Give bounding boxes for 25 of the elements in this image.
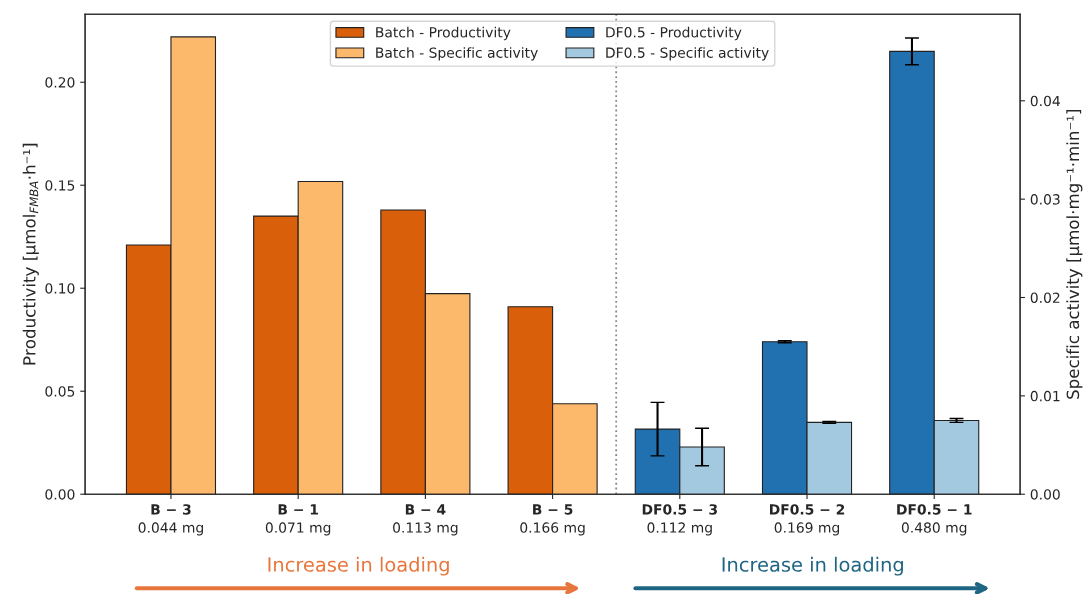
legend-label: DF0.5 - Specific activity	[606, 47, 769, 61]
y-tick-label: 0.05	[45, 386, 75, 397]
y2-tick-label: 0.01	[1030, 390, 1060, 402]
category-label: DF0.5 − 3 0.112 mg	[642, 504, 717, 536]
category-label: B − 3 0.044 mg	[138, 504, 203, 536]
y2-axis-title: Specific activity [µmol·mg⁻¹·min⁻¹]	[1066, 109, 1083, 399]
y2-tick-label: 0.04	[1030, 95, 1060, 107]
legend-label: Batch - Productivity	[376, 26, 511, 41]
category-label: B − 5 0.166 mg	[520, 504, 585, 536]
text: Increase in loading	[268, 556, 449, 576]
y-tick-label: 0.00	[45, 489, 75, 500]
y2-tick-label: 0.00	[1030, 489, 1060, 500]
y2-tick-label: 0.03	[1030, 194, 1060, 205]
legend-label: Batch - Specific activity	[376, 47, 538, 61]
y-tick-label: 0.10	[45, 283, 75, 294]
category-label: B − 4 0.113 mg	[393, 504, 458, 536]
category-label: DF0.5 − 1 0.480 mg	[897, 504, 972, 536]
y2-tick-label: 0.02	[1030, 292, 1060, 303]
legend-label: DF0.5 - Productivity	[606, 26, 742, 41]
category-label: B − 1 0.071 mg	[265, 504, 331, 536]
y-tick-label: 0.20	[45, 77, 75, 88]
y-tick-label: 0.15	[45, 180, 75, 191]
category-label: DF0.5 − 2 0.169 mg	[769, 504, 845, 536]
text: Increase in loading	[722, 556, 903, 576]
y-axis-title: Productivity [µmol$_{FMBA}$·h⁻¹]	[22, 143, 39, 365]
